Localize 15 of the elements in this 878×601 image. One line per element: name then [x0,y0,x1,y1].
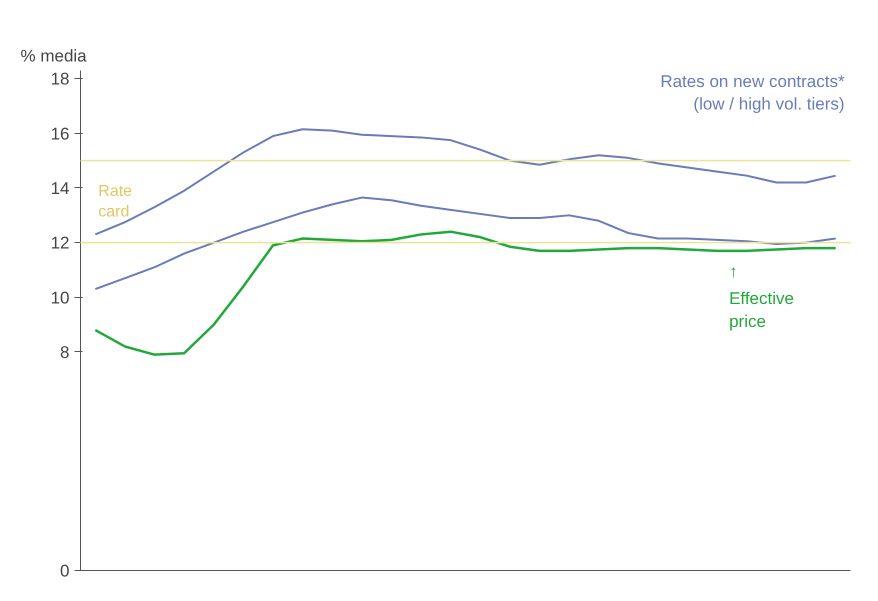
annotation: Effective price [729,289,794,331]
y-tick-label: 8 [60,342,70,362]
y-tick-label: 14 [50,178,70,198]
line-series [94,230,837,356]
y-tick-label: 16 [50,124,70,144]
line-series [94,196,837,290]
annotation: Rate card [98,182,132,220]
y-tick-label: 12 [50,234,70,253]
y-tick-label: 18 [50,70,70,89]
y-tick-label: 10 [50,288,70,308]
annotation: Rates on new contracts* (low / high vol. tiers) [660,72,845,114]
annotation: ↑ [729,262,738,281]
y-axis-title: % media [20,46,88,66]
line-series [94,128,837,236]
y-tick-label: 0 [60,562,70,580]
